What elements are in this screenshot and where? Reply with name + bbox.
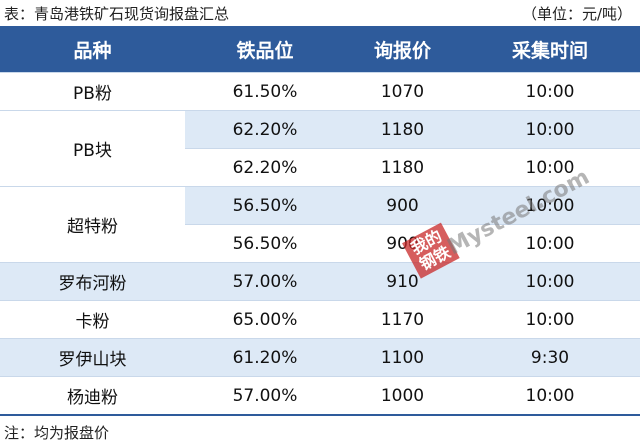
- value-cell: 10:00: [460, 110, 640, 149]
- table-row: 杨迪粉 57.00% 1000 10:00: [0, 376, 640, 416]
- value-cell: 10:00: [460, 262, 640, 301]
- table-row: 罗布河粉 57.00% 910 10:00: [0, 262, 640, 301]
- table-row: PB粉 61.50% 1070 10:00: [0, 72, 640, 111]
- header-row: 品种 铁品位 询报价 采集时间: [0, 26, 640, 73]
- table-row: 罗伊山块 61.20% 1100 9:30: [0, 338, 640, 377]
- value-cell: 910: [345, 262, 460, 301]
- value-cell: 1070: [345, 72, 460, 111]
- value-cell: 1170: [345, 300, 460, 339]
- value-cell: 62.20%: [185, 148, 345, 187]
- value-cell: 900: [345, 224, 460, 263]
- product-cell: PB粉: [0, 72, 185, 111]
- column-header: 品种: [0, 26, 185, 73]
- product-cell: 超特粉: [0, 186, 185, 263]
- table-row: PB块 62.20% 1180 10:00: [0, 110, 640, 187]
- title: 表：青岛港铁矿石现货询报盘汇总: [4, 5, 230, 23]
- value-cell: 62.20%: [185, 110, 345, 149]
- value-cell: 9:30: [460, 338, 640, 377]
- table-row: 62.20% 1180 10:00: [0, 148, 640, 187]
- value-cell: 61.50%: [185, 72, 345, 111]
- value-cell: 10:00: [460, 376, 640, 416]
- table-row: 卡粉 65.00% 1170 10:00: [0, 300, 640, 339]
- product-cell: 罗布河粉: [0, 262, 185, 301]
- price-table: 品种 铁品位 询报价 采集时间 PB粉 61.50% 1070 10:00 PB块 62.20%…: [0, 26, 640, 416]
- value-cell: 10:00: [460, 186, 640, 225]
- value-cell: 1100: [345, 338, 460, 377]
- value-cell: 1180: [345, 148, 460, 187]
- value-cell: 10:00: [460, 148, 640, 187]
- value-cell: 10:00: [460, 224, 640, 263]
- value-cell: 57.00%: [185, 262, 345, 301]
- value-cell: 1000: [345, 376, 460, 416]
- title-bar: 表：青岛港铁矿石现货询报盘汇总 （单位：元/吨）: [0, 0, 640, 24]
- table-row: 超特粉 56.50% 900 10:00: [0, 186, 640, 263]
- value-cell: 61.20%: [185, 338, 345, 377]
- column-header: 询报价: [345, 26, 460, 73]
- value-cell: 56.50%: [185, 186, 345, 225]
- value-cell: 57.00%: [185, 376, 345, 416]
- value-cell: 65.00%: [185, 300, 345, 339]
- value-cell: 56.50%: [185, 224, 345, 263]
- footnote: 注：均为报盘价: [4, 424, 110, 442]
- product-cell: PB块: [0, 110, 185, 187]
- table-body: PB粉 61.50% 1070 10:00 PB块 62.20% 1180 10:00 62.2…: [0, 72, 640, 416]
- product-cell: 杨迪粉: [0, 376, 185, 416]
- product-cell: 卡粉: [0, 300, 185, 339]
- value-cell: 10:00: [460, 300, 640, 339]
- column-header: 采集时间: [460, 26, 640, 73]
- product-cell: 罗伊山块: [0, 338, 185, 377]
- column-header: 铁品位: [185, 26, 345, 73]
- value-cell: 900: [345, 186, 460, 225]
- value-cell: 10:00: [460, 72, 640, 111]
- unit: （单位：元/吨）: [521, 5, 632, 23]
- value-cell: 1180: [345, 110, 460, 149]
